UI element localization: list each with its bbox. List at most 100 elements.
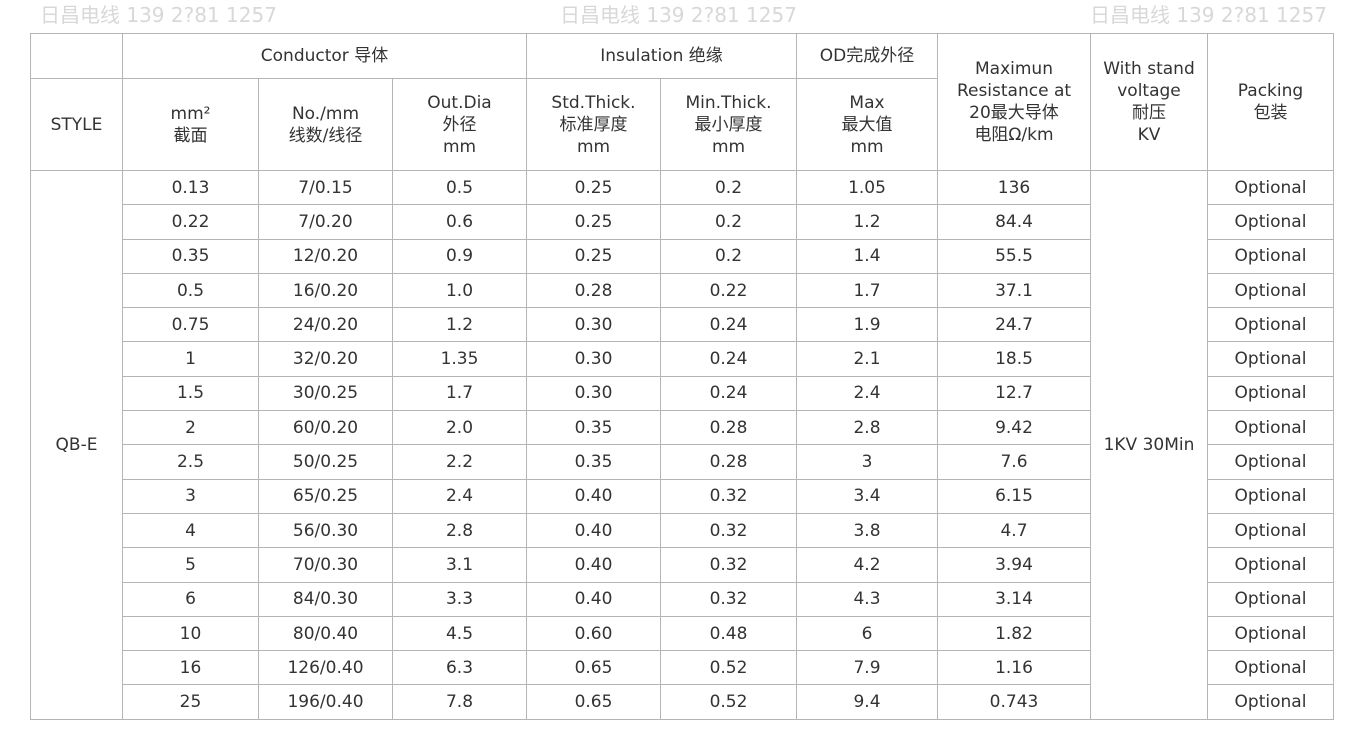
std-thick-cell: 0.35 (526, 444, 661, 480)
packing-cell: Optional (1207, 512, 1334, 549)
min-thick-cell: 0.32 (660, 478, 797, 514)
std-thick-cell: 0.25 (526, 238, 661, 274)
table-row: 0.35 12/0.20 0.9 0.25 0.2 1.4 55.5 Optional (31, 238, 1334, 274)
resistance-cell: 18.5 (937, 341, 1091, 377)
od-max-cell: 2.8 (796, 410, 938, 446)
out-dia-cell: 2.0 (392, 410, 527, 446)
table-row: 6 84/0.30 3.3 0.40 0.32 4.3 3.14 Optional (31, 581, 1334, 617)
out-dia-cell: 0.6 (392, 204, 527, 240)
cross-section-cell: 0.75 (122, 307, 259, 343)
packing-cell: Optional (1207, 410, 1334, 446)
out-dia-cell: 1.35 (392, 341, 527, 377)
strands-cell: 7/0.15 (258, 169, 393, 206)
strands-cell: 30/0.25 (258, 375, 393, 412)
strands-cell: 84/0.30 (258, 581, 393, 617)
min-thick-cell: 0.32 (660, 581, 797, 617)
std-thick-cell: 0.35 (526, 410, 661, 446)
cross-section-cell: 16 (122, 650, 259, 686)
min-thick-cell: 0.52 (660, 684, 797, 720)
resistance-cell: 7.6 (937, 444, 1091, 480)
packing-cell: Optional (1207, 444, 1334, 480)
std-thick-cell: 0.28 (526, 272, 661, 309)
table-row: 16 126/0.40 6.3 0.65 0.52 7.9 1.16 Optional (31, 650, 1334, 686)
spec-table: Conductor 导体 Insulation 绝缘 OD完成外径 Maximu… (30, 33, 1334, 720)
header-std-thick: Std.Thick. 标准厚度 mm (526, 78, 661, 171)
strands-cell: 12/0.20 (258, 238, 393, 274)
std-thick-cell: 0.40 (526, 581, 661, 617)
resistance-cell: 0.743 (937, 684, 1091, 720)
table-row: 2.5 50/0.25 2.2 0.35 0.28 3 7.6 Optional (31, 444, 1334, 480)
min-thick-cell: 0.24 (660, 307, 797, 343)
out-dia-cell: 2.2 (392, 444, 527, 480)
packing-cell: Optional (1207, 478, 1334, 514)
std-thick-cell: 0.30 (526, 375, 661, 412)
od-max-cell: 1.4 (796, 238, 938, 274)
out-dia-cell: 1.0 (392, 272, 527, 309)
header-insulation: Insulation 绝缘 (526, 33, 797, 79)
packing-cell: Optional (1207, 547, 1334, 583)
header-mm2: mm² 截面 (122, 78, 259, 171)
style-cell: QB-E (30, 170, 123, 720)
cross-section-cell: 2 (122, 410, 259, 446)
table-row: 0.5 16/0.20 1.0 0.28 0.22 1.7 37.1 Optional (31, 272, 1334, 309)
packing-cell: Optional (1207, 272, 1334, 309)
resistance-cell: 9.42 (937, 410, 1091, 446)
resistance-cell: 84.4 (937, 204, 1091, 240)
od-max-cell: 9.4 (796, 684, 938, 720)
min-thick-cell: 0.32 (660, 547, 797, 583)
std-thick-cell: 0.30 (526, 307, 661, 343)
min-thick-cell: 0.28 (660, 410, 797, 446)
table-row: 1.5 30/0.25 1.7 0.30 0.24 2.4 12.7 Optional (31, 375, 1334, 412)
out-dia-cell: 7.8 (392, 684, 527, 720)
resistance-cell: 3.14 (937, 581, 1091, 617)
table-row: 0.22 7/0.20 0.6 0.25 0.2 1.2 84.4 Optional (31, 204, 1334, 240)
std-thick-cell: 0.40 (526, 547, 661, 583)
header-out-dia: Out.Dia 外径 mm (392, 78, 527, 171)
packing-cell: Optional (1207, 238, 1334, 274)
cross-section-cell: 5 (122, 547, 259, 583)
cross-section-cell: 1.5 (122, 375, 259, 412)
header-conductor: Conductor 导体 (122, 33, 527, 79)
out-dia-cell: 0.9 (392, 238, 527, 274)
od-max-cell: 1.7 (796, 272, 938, 309)
header-max: Max 最大值 mm (796, 78, 938, 171)
resistance-cell: 6.15 (937, 478, 1091, 514)
std-thick-cell: 0.30 (526, 341, 661, 377)
table-row: 5 70/0.30 3.1 0.40 0.32 4.2 3.94 Optional (31, 547, 1334, 583)
min-thick-cell: 0.28 (660, 444, 797, 480)
std-thick-cell: 0.40 (526, 478, 661, 514)
watermark: 日昌电线 139 2?81 1257 (40, 3, 277, 27)
min-thick-cell: 0.2 (660, 238, 797, 274)
out-dia-cell: 3.3 (392, 581, 527, 617)
header-empty (30, 33, 123, 79)
packing-cell: Optional (1207, 375, 1334, 412)
resistance-cell: 1.16 (937, 650, 1091, 686)
cross-section-cell: 2.5 (122, 444, 259, 480)
cross-section-cell: 4 (122, 512, 259, 549)
out-dia-cell: 1.7 (392, 375, 527, 412)
strands-cell: 60/0.20 (258, 410, 393, 446)
header-min-thick: Min.Thick. 最小厚度 mm (660, 78, 797, 171)
od-max-cell: 2.4 (796, 375, 938, 412)
resistance-cell: 1.82 (937, 615, 1091, 652)
out-dia-cell: 2.4 (392, 478, 527, 514)
min-thick-cell: 0.32 (660, 512, 797, 549)
table-row: 25 196/0.40 7.8 0.65 0.52 9.4 0.743 Optional (31, 684, 1334, 720)
packing-cell: Optional (1207, 341, 1334, 377)
std-thick-cell: 0.40 (526, 512, 661, 549)
cross-section-cell: 6 (122, 581, 259, 617)
od-max-cell: 7.9 (796, 650, 938, 686)
header-resistance: Maximun Resistance at 20最大导体 电阻Ω/km (937, 33, 1091, 171)
cross-section-cell: 0.35 (122, 238, 259, 274)
od-max-cell: 3.4 (796, 478, 938, 514)
min-thick-cell: 0.2 (660, 169, 797, 206)
resistance-cell: 136 (937, 169, 1091, 206)
out-dia-cell: 1.2 (392, 307, 527, 343)
cross-section-cell: 3 (122, 478, 259, 514)
watermark: 日昌电线 139 2?81 1257 (560, 3, 797, 27)
cross-section-cell: 0.5 (122, 272, 259, 309)
strands-cell: 32/0.20 (258, 341, 393, 377)
od-max-cell: 2.1 (796, 341, 938, 377)
od-max-cell: 3 (796, 444, 938, 480)
cross-section-cell: 0.13 (122, 169, 259, 206)
